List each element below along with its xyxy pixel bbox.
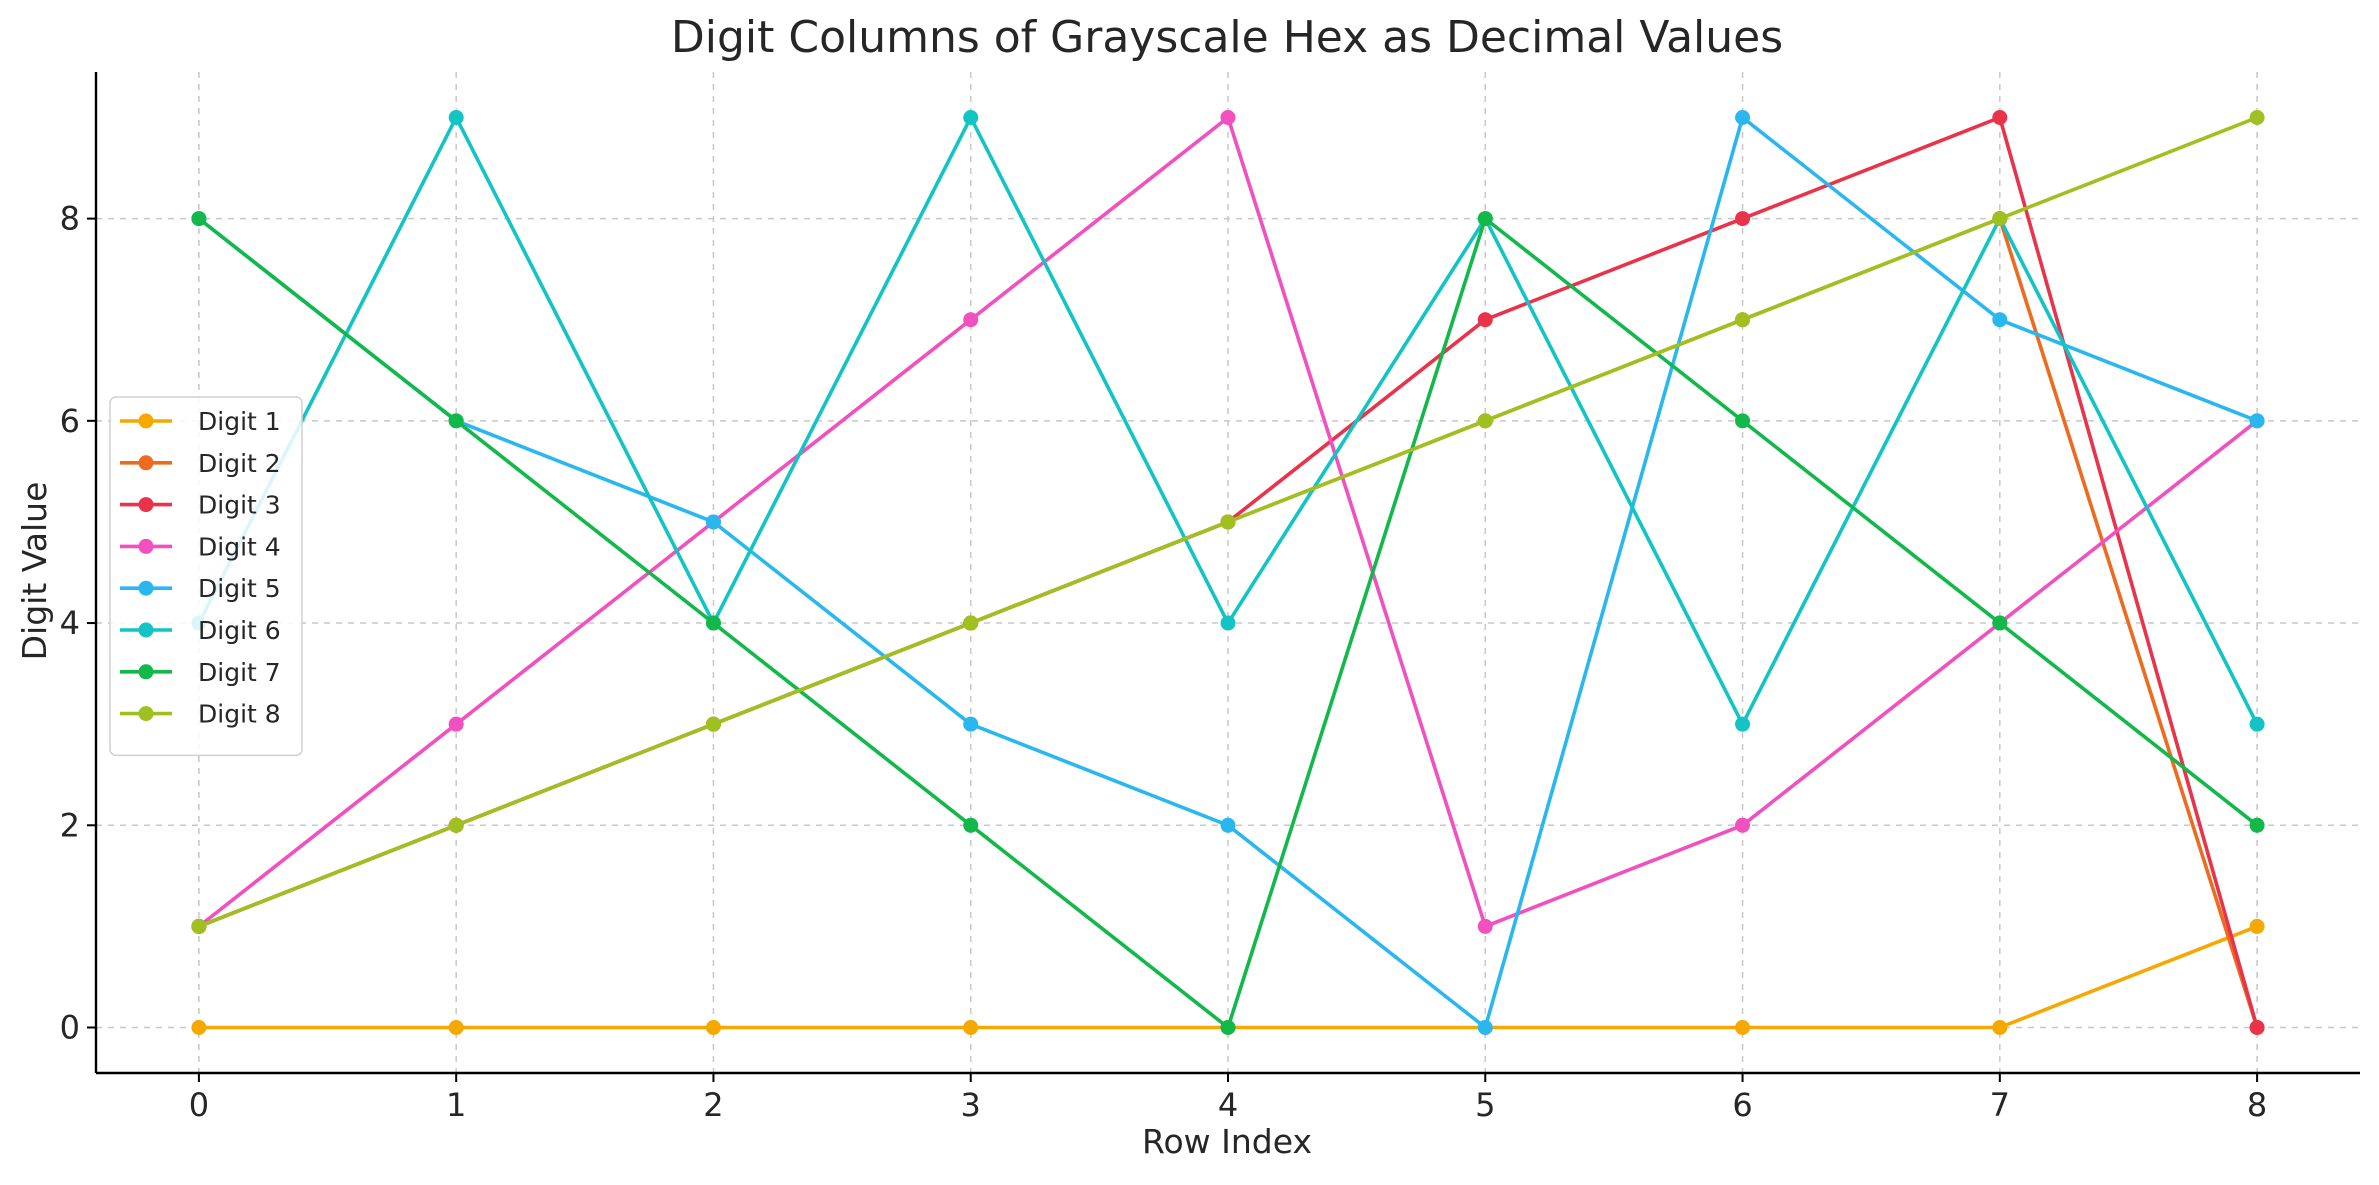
legend-label: Digit 5 — [198, 574, 281, 603]
data-point — [2249, 110, 2265, 125]
data-point — [1735, 716, 1751, 732]
axes — [94, 72, 2360, 1075]
legend-marker — [138, 455, 154, 471]
legend-marker — [138, 664, 154, 680]
legend: Digit 1 Digit 2 Digit 3 Digit 4 Digit 5 Digit… — [109, 396, 303, 757]
data-point — [1477, 918, 1493, 934]
data-point — [1220, 1020, 1236, 1035]
data-point — [1735, 1020, 1751, 1035]
data-point — [448, 817, 464, 833]
data-point — [963, 110, 979, 125]
data-point — [2249, 1020, 2265, 1035]
legend-item: Digit 2 — [120, 449, 281, 478]
legend-item: Digit 1 — [120, 407, 281, 436]
y-tick-label: 8 — [60, 200, 80, 238]
data-point — [1735, 110, 1751, 125]
data-point — [2249, 413, 2265, 429]
data-point — [1735, 817, 1751, 833]
legend-marker — [138, 580, 154, 596]
ticks: 0 1 2 3 4 5 6 7 8 0 2 4 6 8 — [60, 200, 2268, 1124]
x-tick-label: 8 — [2247, 1086, 2267, 1124]
data-point — [2249, 716, 2265, 732]
data-point — [963, 817, 979, 833]
legend-item: Digit 6 — [120, 616, 281, 645]
series-8 — [191, 110, 2265, 934]
data-point — [963, 312, 979, 328]
x-tick-label: 5 — [1475, 1086, 1495, 1124]
data-point — [705, 716, 721, 732]
data-point — [1477, 312, 1493, 328]
data-point — [448, 413, 464, 429]
legend-item: Digit 3 — [120, 491, 281, 520]
legend-marker — [138, 413, 154, 429]
legend-marker — [138, 497, 154, 513]
legend-label: Digit 1 — [198, 407, 281, 436]
x-tick-label: 3 — [961, 1086, 981, 1124]
data-point — [191, 1020, 207, 1035]
series-lines — [191, 110, 2265, 1035]
y-tick-label: 4 — [60, 604, 80, 642]
legend-item: Digit 5 — [120, 574, 281, 603]
legend-label: Digit 8 — [198, 700, 281, 729]
data-point — [963, 615, 979, 631]
data-point — [963, 1020, 979, 1035]
y-tick-label: 0 — [60, 1009, 80, 1047]
data-point — [191, 918, 207, 934]
x-tick-label: 6 — [1732, 1086, 1752, 1124]
data-point — [1992, 312, 2008, 328]
data-point — [1220, 817, 1236, 833]
legend-label: Digit 7 — [198, 658, 281, 687]
x-tick-label: 2 — [703, 1086, 723, 1124]
series-3 — [191, 110, 2265, 1035]
series-5 — [191, 110, 2265, 1035]
data-point — [1992, 110, 2008, 125]
data-point — [1477, 1020, 1493, 1035]
y-tick-label: 6 — [60, 402, 80, 440]
legend-marker — [138, 622, 154, 638]
data-point — [705, 1020, 721, 1035]
legend-item: Digit 8 — [120, 700, 281, 729]
legend-box — [109, 396, 303, 757]
data-point — [705, 514, 721, 530]
legend-label: Digit 6 — [198, 616, 281, 645]
grid — [96, 72, 2360, 1073]
data-point — [1477, 211, 1493, 227]
x-tick-label: 7 — [1990, 1086, 2010, 1124]
data-point — [963, 716, 979, 732]
data-point — [705, 615, 721, 631]
data-point — [1477, 413, 1493, 429]
data-point — [448, 110, 464, 125]
y-tick-label: 2 — [60, 806, 80, 844]
legend-item: Digit 7 — [120, 658, 281, 687]
chart-title: Digit Columns of Grayscale Hex as Decima… — [671, 12, 1783, 63]
legend-item: Digit 4 — [120, 532, 281, 561]
data-point — [1992, 1020, 2008, 1035]
data-point — [1735, 211, 1751, 227]
data-point — [2249, 817, 2265, 833]
data-point — [1220, 615, 1236, 631]
data-point — [1992, 615, 2008, 631]
data-point — [191, 211, 207, 227]
y-axis-label: Digit Value — [15, 482, 54, 661]
data-point — [1735, 312, 1751, 328]
legend-label: Digit 3 — [198, 491, 281, 520]
series-7 — [191, 211, 2265, 1035]
x-tick-label: 1 — [446, 1086, 466, 1124]
x-tick-label: 4 — [1218, 1086, 1238, 1124]
data-point — [1220, 514, 1236, 530]
data-point — [448, 716, 464, 732]
data-point — [1735, 413, 1751, 429]
data-point — [1220, 110, 1236, 125]
x-axis-label: Row Index — [1142, 1122, 1312, 1161]
data-point — [448, 1020, 464, 1035]
legend-label: Digit 4 — [198, 532, 281, 561]
legend-label: Digit 2 — [198, 449, 281, 478]
data-point — [1992, 211, 2008, 227]
data-point — [2249, 918, 2265, 934]
legend-marker — [138, 706, 154, 722]
legend-marker — [138, 538, 154, 554]
x-tick-label: 0 — [189, 1086, 209, 1124]
